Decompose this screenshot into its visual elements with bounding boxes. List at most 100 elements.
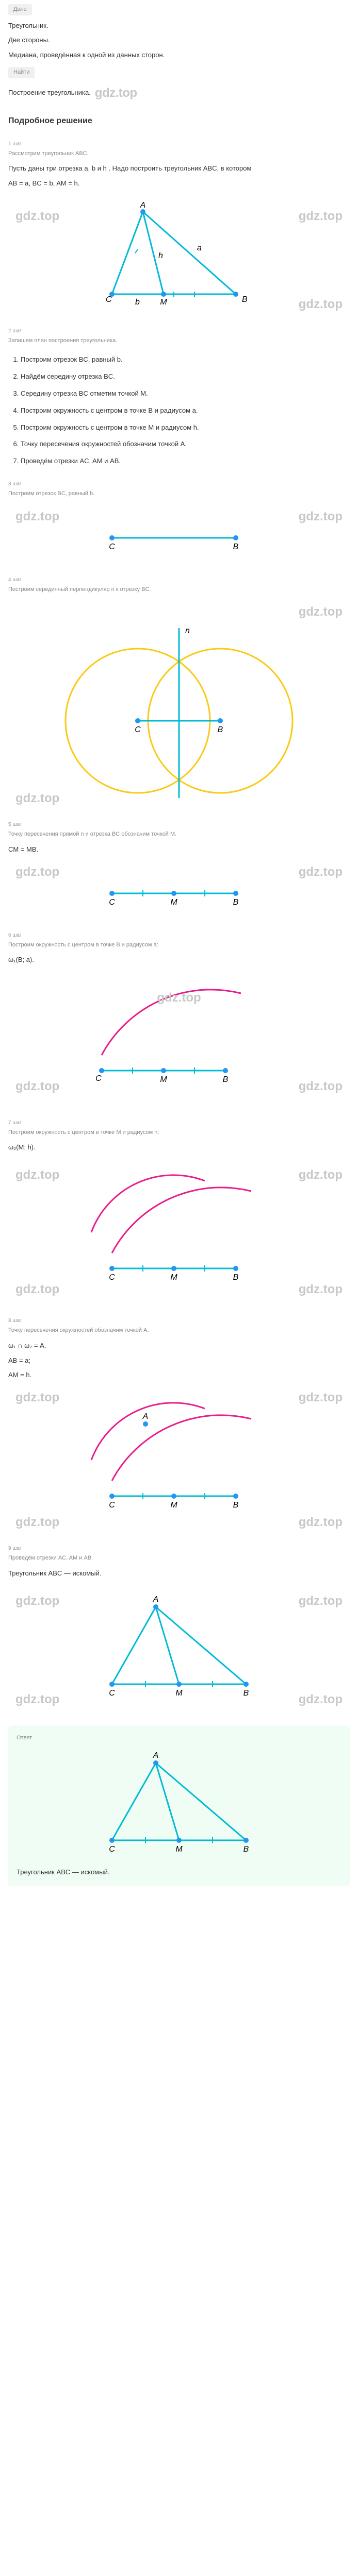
wm: gdz.top — [299, 507, 343, 527]
wm: gdz.top — [299, 1280, 343, 1299]
arc1-svg: C M B — [71, 978, 287, 1101]
step5-label: 5 шаг — [0, 814, 358, 830]
step3-desc: Построим отрезок BC, равный b. — [0, 489, 358, 502]
find-line-row: Построение треугольника. gdz.top — [0, 81, 358, 105]
svg-text:M: M — [170, 898, 177, 907]
wm: gdz.top — [15, 1690, 59, 1709]
svg-text:C: C — [109, 898, 115, 907]
step2-desc: Запишем план построения треугольника. — [0, 336, 358, 349]
svg-text:B: B — [242, 295, 248, 304]
wm: gdz.top — [15, 862, 59, 882]
find-text: Построение треугольника. — [8, 88, 91, 98]
svg-text:C: C — [95, 1074, 102, 1083]
plan-item: Середину отрезка BC отметим точкой M. — [21, 385, 350, 402]
svg-text:M: M — [160, 298, 167, 307]
step3-figure: gdz.topgdz.top C B — [0, 502, 358, 569]
step8-desc: Точку пересечения окружностей обозначим … — [0, 1326, 358, 1338]
svg-text:C: C — [135, 725, 141, 734]
given-3: Медиана, проведённая к одной из данных с… — [0, 48, 358, 63]
step9-conclusion: Треугольник ABC — искомый. — [0, 1566, 358, 1581]
step3-label: 3 шаг — [0, 473, 358, 489]
answer-box: Ответ A C M B Треугольник ABC — искомый. — [8, 1725, 350, 1886]
svg-text:A: A — [140, 201, 146, 210]
step4-label: 4 шаг — [0, 569, 358, 585]
find-badge: Найти — [8, 67, 35, 78]
svg-text:b: b — [135, 298, 140, 307]
step9-desc: Проведём отрезки AC, AM и AB. — [0, 1554, 358, 1566]
svg-text:C: C — [109, 1501, 115, 1510]
step7-figure: gdz.top gdz.top gdz.top gdz.top C M B — [0, 1155, 358, 1310]
svg-text:C: C — [109, 1273, 115, 1282]
svg-text:M: M — [175, 1689, 183, 1698]
plan-item: Проведём отрезки AC, AM и AB. — [21, 453, 350, 470]
wm: gdz.top — [15, 1077, 59, 1096]
plan-list: Построим отрезок BC, равный b. Найдём се… — [0, 348, 358, 473]
perpbisector-svg: C B n — [50, 607, 308, 803]
svg-text:A: A — [153, 1595, 159, 1604]
section-title: Подробное решение — [0, 105, 358, 133]
step7-desc: Построим окружность с центром в точке M … — [0, 1128, 358, 1141]
segment-svg: C B — [91, 512, 267, 558]
answer-label: Ответ — [17, 1734, 341, 1743]
step7-math: ω₂(M; h). — [0, 1140, 358, 1155]
svg-text:B: B — [223, 1075, 229, 1084]
svg-text:B: B — [243, 1845, 249, 1854]
triangle-svg: A B C M a b h — [91, 201, 267, 310]
svg-text:B: B — [218, 725, 223, 734]
step2-label: 2 шаг — [0, 320, 358, 336]
wm: gdz.top — [299, 1690, 343, 1709]
svg-text:B: B — [233, 1501, 239, 1510]
plan-item: Построим отрезок BC, равный b. — [21, 351, 350, 368]
wm: gdz.top — [15, 1513, 59, 1532]
step1-text: Пусть даны три отрезка a, b и h . Надо п… — [0, 161, 358, 176]
plan-item: Найдём середину отрезка BC. — [21, 368, 350, 385]
step9-label: 9 шаг — [0, 1537, 358, 1554]
step8-label: 8 шаг — [0, 1310, 358, 1326]
wm: gdz.top — [299, 1077, 343, 1096]
plan-item: Точку пересечения окружностей обозначим … — [21, 436, 350, 453]
intersect-svg: A C M B — [71, 1393, 287, 1527]
final-svg: A C M B — [81, 1591, 277, 1705]
wm: gdz.top — [15, 207, 59, 226]
svg-text:A: A — [153, 1751, 159, 1760]
given-badge: Дано — [8, 4, 32, 15]
wm: gdz.top — [299, 295, 343, 314]
svg-text:C: C — [109, 543, 115, 551]
wm: gdz.top — [299, 1165, 343, 1185]
wm: gdz.top — [299, 1388, 343, 1408]
step8-figure: gdz.top gdz.top gdz.top gdz.top A C M B — [0, 1383, 358, 1537]
svg-text:M: M — [175, 1845, 183, 1854]
step5-desc: Точку пересечения прямой n и отрезка BC … — [0, 830, 358, 842]
wm: gdz.top — [15, 1388, 59, 1408]
step4-desc: Построим серединный перпендикуляр n к от… — [0, 585, 358, 598]
step1-figure: gdz.top gdz.top gdz.top A B C M a b h — [0, 191, 358, 320]
svg-text:n: n — [185, 626, 190, 635]
step6-desc: Построим окружность с центром в точке B … — [0, 941, 358, 953]
step8-math3: AM = h. — [0, 1368, 358, 1383]
given-1: Треугольник. — [0, 19, 358, 33]
wm: gdz.top — [299, 1591, 343, 1611]
svg-text:C: C — [106, 295, 112, 304]
arc2-svg: C M B — [71, 1165, 287, 1299]
svg-text:A: A — [142, 1412, 149, 1421]
wm: gdz.top — [299, 1513, 343, 1532]
wm: gdz.top — [15, 1280, 59, 1299]
wm: gdz.top — [299, 207, 343, 226]
svg-text:M: M — [170, 1273, 177, 1282]
step8-math1: ω₁ ∩ ω₂ = A. — [0, 1338, 358, 1353]
step6-math: ω₁(B; a). — [0, 953, 358, 968]
svg-text:C: C — [109, 1689, 115, 1698]
step4-figure: gdz.top gdz.top C B n — [0, 597, 358, 814]
plan-item: Построим окружность с центром в точке M … — [21, 419, 350, 436]
segment-m-svg: C M B — [91, 868, 267, 914]
wm: gdz.top — [15, 1591, 59, 1611]
svg-text:C: C — [109, 1845, 115, 1854]
step7-label: 7 шаг — [0, 1112, 358, 1128]
plan-item: Построим окружность с центром в точке B … — [21, 402, 350, 419]
wm: gdz.top — [15, 1165, 59, 1185]
step5-figure: gdz.topgdz.top C M B — [0, 857, 358, 924]
step8-math2: AB = a; — [0, 1353, 358, 1368]
svg-text:B: B — [243, 1689, 249, 1698]
watermark: gdz.top — [95, 83, 137, 103]
svg-text:h: h — [158, 251, 163, 260]
